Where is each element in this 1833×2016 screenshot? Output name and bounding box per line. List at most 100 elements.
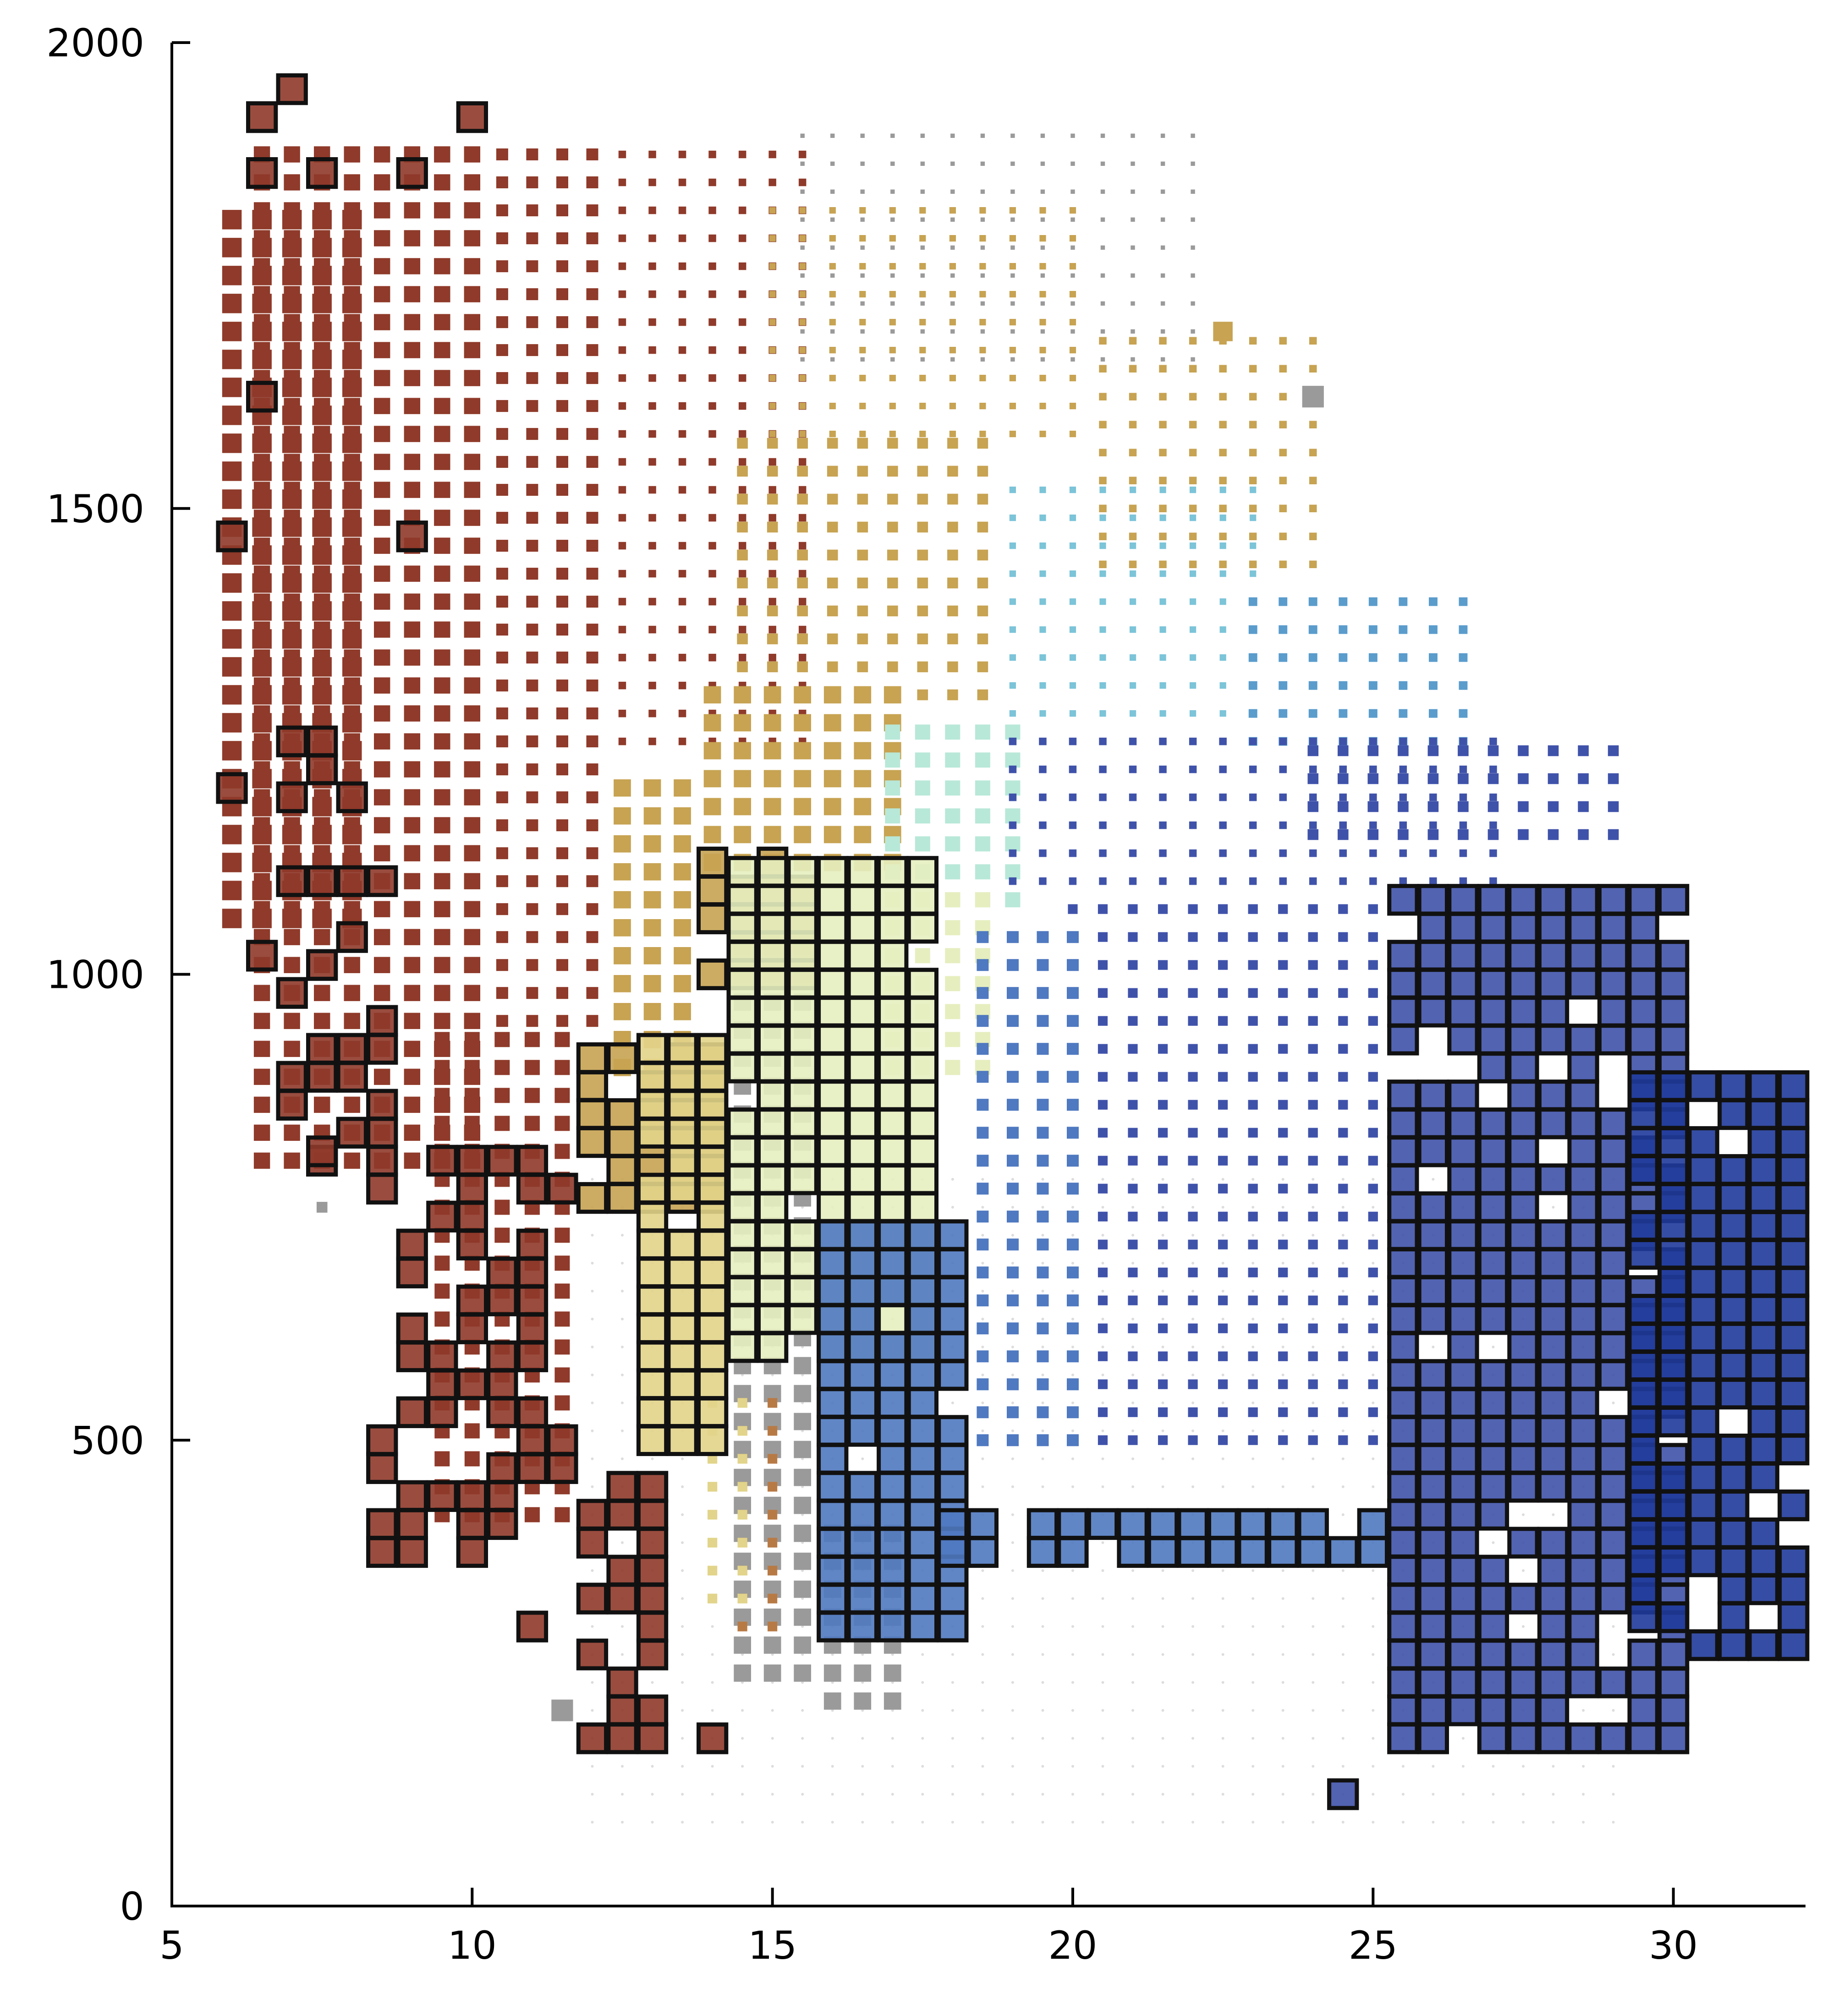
data-point	[496, 652, 508, 664]
outlined-point	[1417, 996, 1449, 1028]
background-dot	[1161, 1233, 1164, 1237]
data-point	[1158, 904, 1168, 914]
data-point	[800, 357, 805, 362]
outlined-point	[966, 1508, 999, 1540]
data-point	[1338, 904, 1348, 914]
data-point	[284, 1124, 300, 1141]
background-dot	[1131, 1178, 1135, 1181]
data-point	[1007, 1043, 1019, 1055]
data-point	[374, 509, 390, 526]
data-point	[827, 521, 838, 533]
background-dot	[1251, 1625, 1255, 1628]
data-point	[1189, 560, 1197, 568]
data-point	[830, 217, 835, 222]
data-point	[708, 1510, 718, 1520]
outlined-point	[396, 1480, 428, 1512]
background-dot	[1341, 1401, 1345, 1404]
data-point	[798, 597, 807, 606]
data-point	[794, 714, 811, 732]
data-point	[374, 482, 390, 498]
outlined-point	[877, 1163, 909, 1195]
outlined-point	[1537, 1694, 1570, 1726]
data-point	[556, 512, 568, 524]
outlined-point	[846, 1275, 878, 1307]
data-point	[1070, 189, 1075, 194]
outlined-point	[937, 1508, 969, 1540]
background-dot	[1191, 1485, 1195, 1488]
data-point	[1218, 988, 1228, 998]
data-point	[1369, 765, 1377, 773]
data-point	[1069, 849, 1077, 857]
data-point	[1159, 682, 1166, 689]
data-point	[769, 431, 776, 438]
data-point	[1308, 1183, 1318, 1194]
background-dot	[1191, 1709, 1195, 1712]
data-point	[284, 230, 300, 247]
outlined-point	[846, 1471, 878, 1503]
data-point	[648, 737, 656, 745]
background-dot	[1011, 1373, 1014, 1376]
background-dot	[1191, 1317, 1195, 1320]
data-point	[977, 577, 988, 589]
data-point	[1279, 877, 1287, 885]
background-dot	[981, 1793, 984, 1796]
data-point	[890, 329, 895, 334]
outlined-point	[846, 884, 878, 916]
outlined-point	[606, 1555, 638, 1587]
background-dot	[1221, 1429, 1224, 1432]
data-point	[1159, 793, 1167, 801]
data-point	[618, 737, 626, 745]
data-point	[586, 512, 598, 524]
data-point	[977, 1294, 989, 1307]
data-point	[284, 426, 300, 442]
outlined-point	[697, 1033, 729, 1065]
background-dot	[1251, 1289, 1255, 1293]
background-dot	[1131, 1793, 1135, 1796]
data-point	[1159, 515, 1166, 521]
outlined-point	[1477, 1443, 1509, 1475]
background-dot	[951, 1681, 954, 1684]
outlined-point	[396, 1396, 428, 1428]
data-point	[314, 314, 330, 330]
data-point	[1159, 821, 1167, 829]
outlined-point	[906, 1499, 938, 1531]
background-dot	[1161, 1485, 1164, 1488]
outlined-point	[1147, 1536, 1179, 1568]
data-point	[1368, 1128, 1378, 1138]
data-point	[768, 625, 776, 634]
background-dot	[1131, 1401, 1135, 1404]
data-point	[1037, 1183, 1049, 1195]
data-point	[1219, 487, 1226, 493]
data-point	[1489, 877, 1497, 885]
outlined-point	[726, 1247, 758, 1279]
data-point	[763, 1664, 781, 1682]
background-dot	[1251, 1709, 1255, 1712]
data-point	[678, 709, 686, 718]
data-point	[737, 1538, 747, 1548]
data-point	[464, 1013, 480, 1029]
background-dot	[1011, 1233, 1014, 1237]
outlined-point	[1747, 1573, 1779, 1605]
background-dot	[1281, 1233, 1284, 1237]
data-point	[1009, 570, 1016, 577]
background-dot	[1071, 1653, 1074, 1656]
outlined-point	[546, 1172, 578, 1205]
data-point	[949, 291, 956, 298]
background-dot	[1191, 1373, 1195, 1376]
background-dot	[1221, 1205, 1224, 1209]
data-point	[1158, 1100, 1168, 1110]
outlined-point	[1177, 1508, 1209, 1540]
data-point	[1037, 931, 1049, 943]
data-point	[1188, 1183, 1198, 1194]
data-point	[1037, 1350, 1049, 1363]
data-point	[284, 146, 300, 163]
data-point	[1098, 1100, 1108, 1110]
outlined-point	[1507, 912, 1539, 944]
outlined-point	[1567, 884, 1599, 916]
data-point	[1248, 1128, 1258, 1138]
data-point	[797, 549, 808, 561]
data-point	[1009, 598, 1016, 605]
data-point	[586, 288, 598, 301]
data-point	[1128, 1239, 1138, 1249]
outlined-point	[757, 996, 789, 1028]
